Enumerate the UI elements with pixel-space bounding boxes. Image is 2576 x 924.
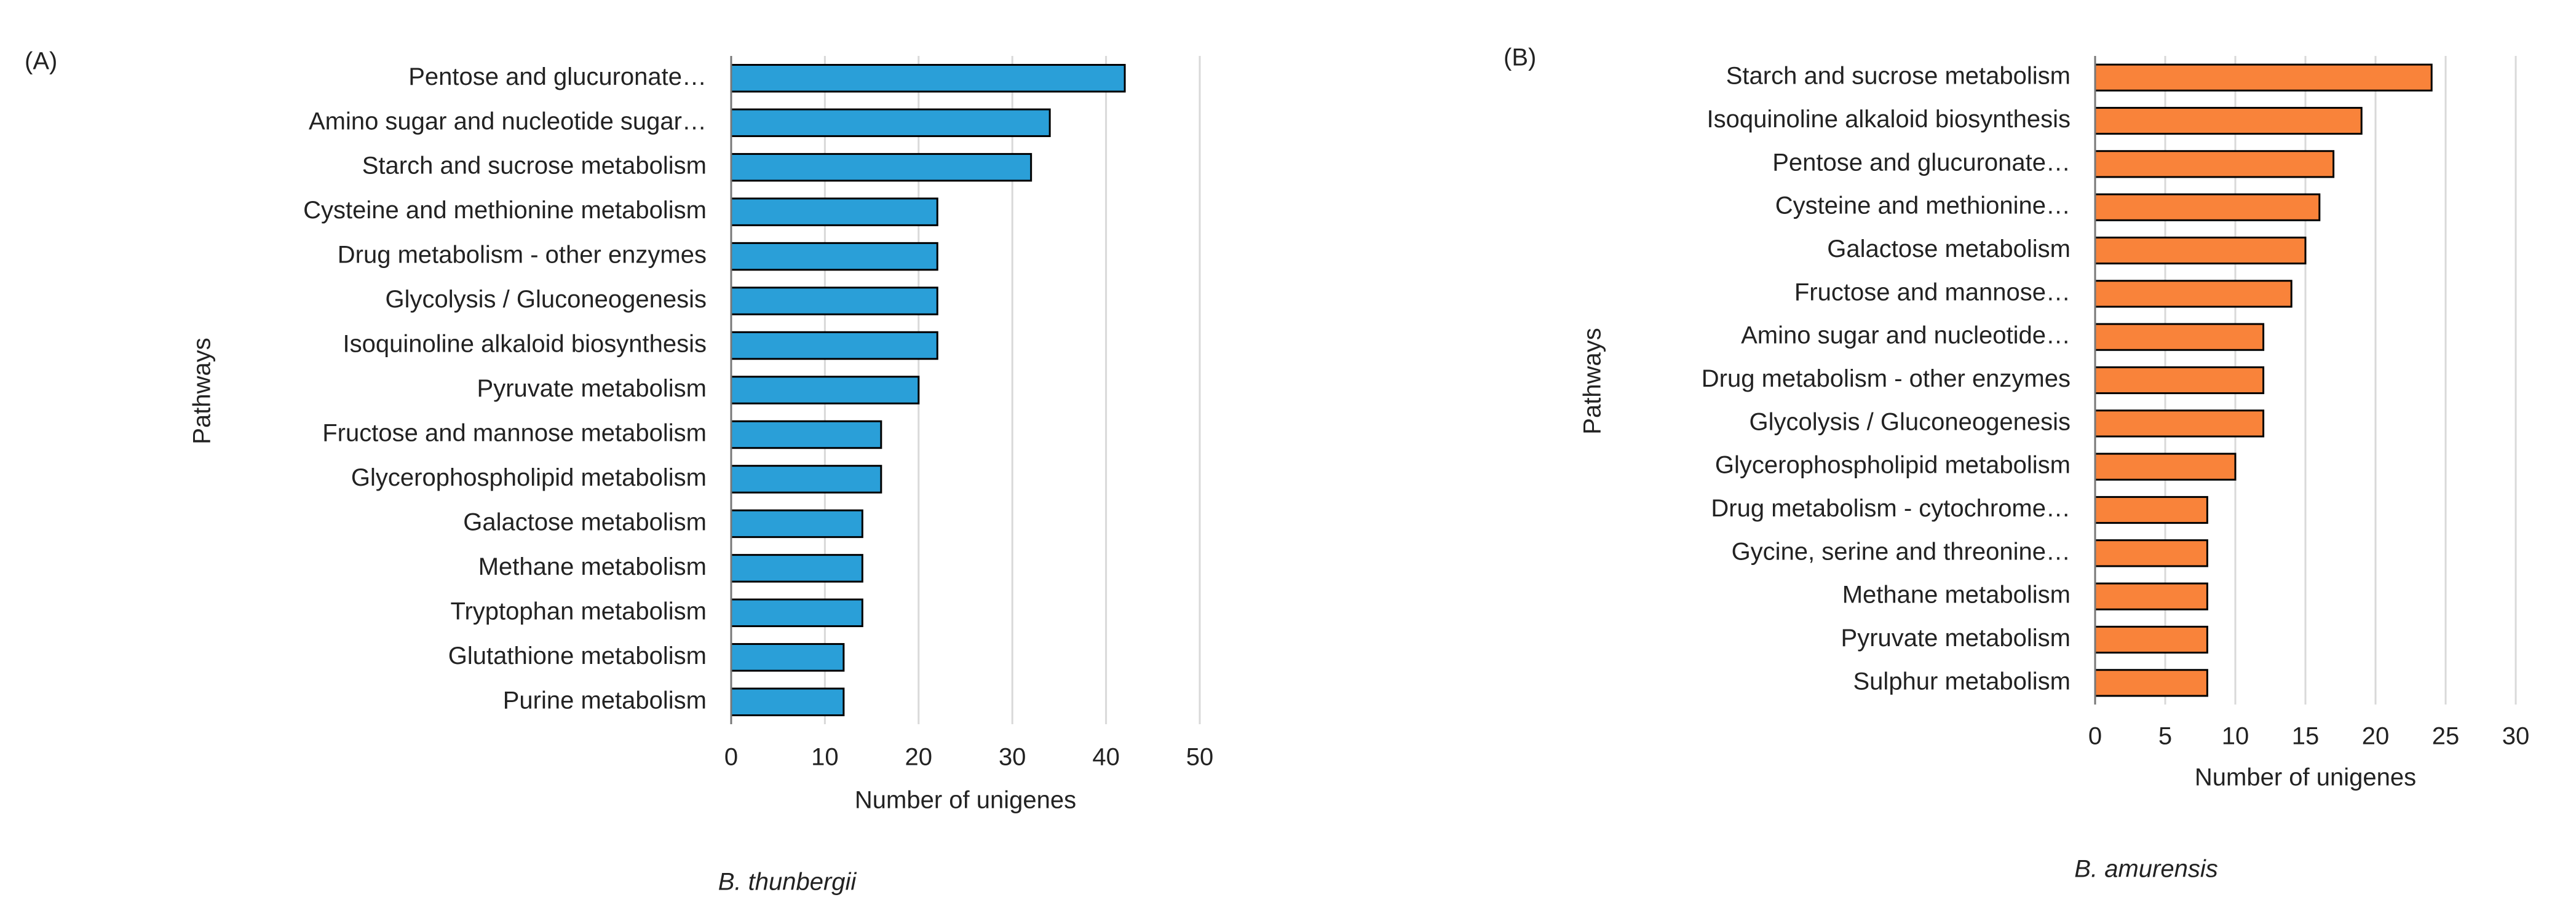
y-tick-label: Glutathione metabolism xyxy=(448,642,707,669)
y-tick-label: Isoquinoline alkaloid biosynthesis xyxy=(343,331,707,358)
bar xyxy=(2094,150,2335,178)
bar xyxy=(2094,280,2293,308)
x-tick-label: 20 xyxy=(2362,723,2390,750)
y-tick-label: Starch and sucrose metabolism xyxy=(1726,63,2071,90)
x-tick-label: 30 xyxy=(999,744,1026,771)
x-tick-label: 30 xyxy=(2502,723,2530,750)
x-tick-label: 0 xyxy=(2088,723,2102,750)
bar xyxy=(730,152,1032,182)
bar xyxy=(730,598,863,628)
y-tick-label: Glycerophospholipid metabolism xyxy=(351,464,707,491)
panel-label: (A) xyxy=(25,48,57,75)
x-tick-label: 0 xyxy=(724,744,738,771)
y-tick-label: Purine metabolism xyxy=(503,687,707,714)
bar xyxy=(730,554,863,583)
bar xyxy=(730,465,882,494)
y-tick-label: Sulphur metabolism xyxy=(1853,668,2071,695)
bar xyxy=(2094,63,2433,92)
bar xyxy=(2094,409,2265,438)
x-tick-label: 5 xyxy=(2158,723,2172,750)
bar xyxy=(2094,236,2307,265)
bar xyxy=(730,197,938,226)
y-tick-label: Cysteine and methionine… xyxy=(1775,192,2071,219)
caption: B. thunbergii xyxy=(718,869,857,896)
y-tick-label: Galactose metabolism xyxy=(463,508,707,535)
y-tick-label: Drug metabolism - other enzymes xyxy=(1702,365,2071,392)
y-tick-label: Fructose and mannose metabolism xyxy=(322,420,707,447)
y-axis-label: Pathways xyxy=(189,338,216,444)
y-tick-label: Gycine, serine and threonine… xyxy=(1732,538,2071,565)
y-tick-label: Glycolysis / Gluconeogenesis xyxy=(386,286,707,313)
x-tick-label: 15 xyxy=(2292,723,2320,750)
bar xyxy=(730,63,1126,93)
x-tick-label: 25 xyxy=(2432,723,2460,750)
y-tick-label: Cysteine and methionine metabolism xyxy=(303,197,707,224)
bar xyxy=(2094,452,2237,481)
x-axis-label: Number of unigenes xyxy=(2195,764,2416,791)
x-tick-label: 40 xyxy=(1092,744,1120,771)
bar xyxy=(2094,582,2208,610)
y-tick-label: Methane metabolism xyxy=(1842,582,2071,609)
bar xyxy=(730,108,1051,137)
y-tick-label: Pentose and glucuronate… xyxy=(408,63,707,90)
x-axis-label: Number of unigenes xyxy=(855,787,1076,814)
y-tick-label: Glycerophospholipid metabolism xyxy=(1715,452,2071,479)
y-tick-label: Drug metabolism - other enzymes xyxy=(338,242,707,269)
y-axis-label: Pathways xyxy=(1579,328,1606,434)
y-tick-label: Pyruvate metabolism xyxy=(1841,625,2071,652)
bar xyxy=(730,331,938,360)
bar xyxy=(730,376,920,405)
x-tick-label: 10 xyxy=(811,744,839,771)
y-tick-label: Glycolysis / Gluconeogenesis xyxy=(1750,408,2071,435)
bar xyxy=(730,687,845,717)
bar xyxy=(2094,106,2363,135)
bar xyxy=(2094,669,2208,697)
y-tick-label: Starch and sucrose metabolism xyxy=(362,152,707,180)
y-tick-label: Fructose and mannose… xyxy=(1794,278,2071,306)
bar xyxy=(2094,193,2321,221)
bar xyxy=(730,242,938,271)
bar xyxy=(2094,625,2208,654)
caption: B. amurensis xyxy=(2074,856,2217,883)
y-tick-label: Methane metabolism xyxy=(478,553,707,580)
y-tick-label: Tryptophan metabolism xyxy=(451,598,707,625)
x-tick-label: 50 xyxy=(1186,744,1214,771)
bar xyxy=(730,509,863,539)
bar xyxy=(730,420,882,449)
bar xyxy=(2094,539,2208,567)
y-tick-label: Drug metabolism - cytochrome… xyxy=(1711,495,2071,522)
y-tick-label: Galactose metabolism xyxy=(1827,235,2071,263)
y-tick-label: Pentose and glucuronate… xyxy=(1772,149,2071,176)
y-tick-label: Amino sugar and nucleotide… xyxy=(1741,322,2071,349)
y-tick-label: Pyruvate metabolism xyxy=(477,375,707,402)
bar xyxy=(730,643,845,672)
x-tick-label: 20 xyxy=(905,744,933,771)
y-tick-label: Isoquinoline alkaloid biosynthesis xyxy=(1707,106,2071,133)
panel-label: (B) xyxy=(1504,44,1536,71)
bar xyxy=(2094,323,2265,351)
bar xyxy=(2094,496,2208,524)
bar xyxy=(2094,366,2265,395)
bar xyxy=(730,286,938,315)
y-tick-label: Amino sugar and nucleotide sugar… xyxy=(309,108,707,135)
x-tick-label: 10 xyxy=(2222,723,2249,750)
